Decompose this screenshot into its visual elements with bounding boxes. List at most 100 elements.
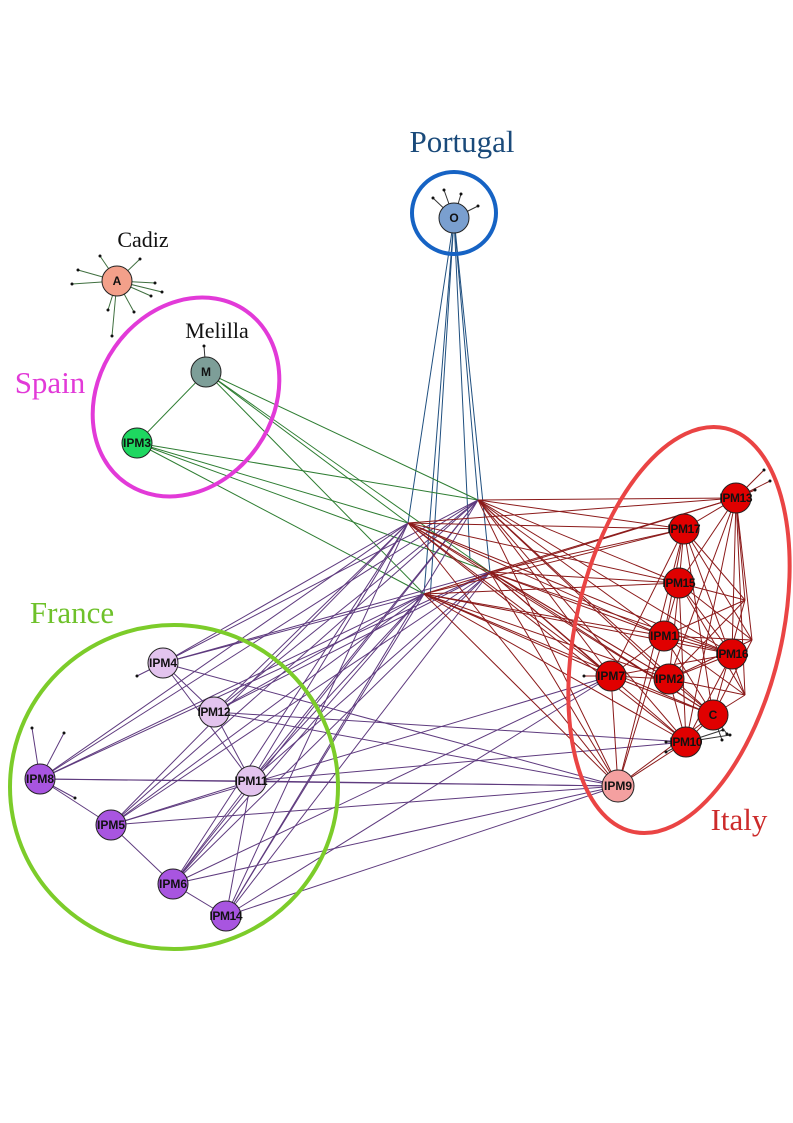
node-o[interactable]: O [438, 202, 470, 234]
node-label: IPM6 [159, 877, 187, 891]
pendant-dot [768, 479, 772, 483]
edge-IPM13-IPM10 [685, 497, 737, 743]
edge-portugal-extra [429, 217, 455, 601]
edge-IPM5-H2 [110, 522, 409, 826]
node-layer: O A M IPM3 IPM4 IPM12 IPM11 IPM8 IPM5 IPM6 IPM14 IP… [24, 202, 753, 932]
edge-M-IPM3 [136, 371, 207, 444]
edge-IPM13-H1 [477, 497, 737, 501]
node-circle[interactable] [697, 699, 729, 731]
node-circle[interactable] [601, 769, 635, 803]
pendant-dot [476, 204, 480, 208]
edge-IPM17-H3 [423, 528, 685, 595]
edge-IPM13-H4 [489, 497, 737, 573]
node-circle[interactable] [235, 765, 267, 797]
pendant-dot [664, 750, 668, 754]
node-ipm16[interactable]: IPM16 [716, 638, 749, 670]
node-label: IPM17 [668, 522, 701, 536]
node-m[interactable]: M [190, 356, 222, 388]
node-circle[interactable] [157, 868, 189, 900]
node-circle[interactable] [198, 696, 230, 728]
node-label: C [709, 708, 718, 722]
italy-ring [566, 424, 792, 836]
node-circle[interactable] [147, 647, 179, 679]
node-circle[interactable] [121, 427, 153, 459]
edge-M-H1 [205, 371, 479, 501]
edge-IPM14-H4 [225, 571, 491, 917]
node-ipm11[interactable]: IPM11 [235, 765, 268, 797]
edge-C-H3 [423, 593, 714, 716]
edge-IPM13-H2 [407, 497, 737, 524]
edge-IPM14-H2 [225, 522, 409, 917]
edge-IPM9-H4 [489, 571, 619, 787]
node-ipm17[interactable]: IPM17 [668, 513, 701, 545]
edge-IPM6-H3 [172, 593, 425, 885]
edge-IPM12-H1 [213, 499, 479, 713]
edge-IPM11-IPM10 [250, 741, 687, 782]
node-ipm7[interactable]: IPM7 [595, 660, 627, 692]
node-ipm14[interactable]: IPM14 [210, 900, 243, 932]
edge-IPM17-C [683, 528, 714, 716]
edge-IPM15-H2 [407, 522, 680, 584]
node-a[interactable]: A [101, 265, 133, 297]
edge-IPM14-IPM7 [225, 675, 612, 917]
node-ipm5[interactable]: IPM5 [95, 809, 127, 841]
pendant-dot [106, 308, 110, 312]
edge-italy-extra [678, 582, 746, 696]
node-ipm9[interactable]: IPM9 [601, 769, 635, 803]
pendant-dot [138, 257, 142, 261]
edge-IPM3-H4 [136, 442, 491, 573]
edge-IPM6-IPM11 [172, 780, 252, 885]
node-circle[interactable] [210, 900, 242, 932]
edge-IPM5-H4 [110, 571, 491, 826]
label-layer: Portugal Spain France Italy Cadiz Melill… [15, 124, 768, 837]
edge-italy-extra [668, 599, 746, 680]
node-circle[interactable] [595, 660, 627, 692]
edge-IPM8-H4 [39, 571, 491, 780]
edge-italy-extra [735, 497, 753, 641]
node-ipm13[interactable]: IPM13 [720, 482, 753, 514]
edge-layer [30, 188, 772, 917]
edge-IPM4-IPM9 [162, 662, 619, 787]
edge-IPM6-IPM7 [172, 675, 612, 885]
edge-IPM13-IPM16 [731, 497, 737, 655]
node-label: IPM3 [123, 436, 151, 450]
edge-IPM12-H3 [213, 593, 425, 713]
node-c[interactable]: C [697, 699, 729, 731]
node-label: IPM15 [663, 576, 696, 590]
node-circle[interactable] [438, 202, 470, 234]
node-ipm12[interactable]: IPM12 [198, 696, 231, 728]
node-circle[interactable] [668, 513, 700, 545]
node-ipm6[interactable]: IPM6 [157, 868, 189, 900]
edge-IPM7-H2 [407, 522, 612, 677]
node-circle[interactable] [670, 726, 702, 758]
node-circle[interactable] [648, 620, 680, 652]
node-circle[interactable] [24, 763, 56, 795]
node-ipm1[interactable]: IPM1 [648, 620, 680, 652]
node-circle[interactable] [663, 567, 695, 599]
node-ipm15[interactable]: IPM15 [663, 567, 696, 599]
node-circle[interactable] [716, 638, 748, 670]
edge-O-H3 [423, 217, 455, 595]
node-ipm10[interactable]: IPM10 [670, 726, 703, 758]
edge-IPM15-H3 [423, 582, 680, 595]
edge-IPM3-H2 [136, 442, 409, 524]
edge-IPM12-IPM9 [213, 711, 619, 787]
edge-M-H4 [205, 371, 491, 573]
node-ipm3[interactable]: IPM3 [121, 427, 153, 459]
pendant-dot [70, 282, 74, 286]
node-circle[interactable] [101, 265, 133, 297]
pendant-dot [62, 731, 66, 735]
node-circle[interactable] [95, 809, 127, 841]
edge-IPM7-H3 [423, 593, 612, 677]
edge-IPM6-H2 [172, 522, 409, 885]
node-ipm8[interactable]: IPM8 [24, 763, 56, 795]
node-circle[interactable] [720, 482, 752, 514]
node-circle[interactable] [190, 356, 222, 388]
node-ipm4[interactable]: IPM4 [147, 647, 179, 679]
node-ipm2[interactable]: IPM2 [653, 663, 685, 695]
node-circle[interactable] [653, 663, 685, 695]
pendant-dot [153, 281, 157, 285]
node-label: IPM9 [604, 779, 632, 793]
edge-M-H2 [205, 371, 409, 524]
